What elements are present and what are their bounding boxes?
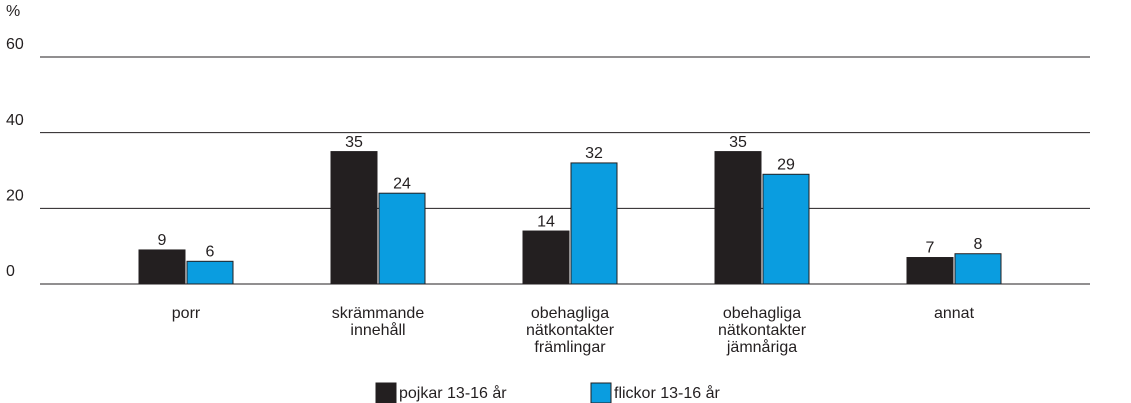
legend-swatch xyxy=(375,382,397,403)
x-tick-label: obehagliga xyxy=(531,305,609,322)
value-label: 9 xyxy=(158,232,167,249)
legend-label: flickor 13-16 år xyxy=(614,384,720,402)
bar xyxy=(186,260,234,285)
bar xyxy=(330,151,378,285)
legend-swatch xyxy=(590,382,612,403)
y-tick-label: 40 xyxy=(6,112,24,129)
bar xyxy=(954,253,1002,285)
bar xyxy=(762,173,810,285)
x-tick-label: jämnåriga xyxy=(726,338,797,356)
value-label: 8 xyxy=(974,236,983,253)
y-axis-label: % xyxy=(6,3,20,20)
bar xyxy=(522,230,570,285)
value-label: 35 xyxy=(729,134,747,151)
value-label: 24 xyxy=(393,175,411,192)
bar xyxy=(906,257,954,285)
bar xyxy=(378,192,426,285)
x-tick-label: porr xyxy=(172,305,201,322)
value-label: 32 xyxy=(585,145,603,162)
value-label: 14 xyxy=(537,213,555,230)
bar xyxy=(714,151,762,285)
value-label: 35 xyxy=(345,134,363,151)
x-tick-label: främlingar xyxy=(534,339,606,356)
x-tick-label: skrämmande xyxy=(332,305,425,322)
x-tick-label: obehagliga xyxy=(723,305,801,322)
value-label: 6 xyxy=(206,244,215,261)
value-label: 29 xyxy=(777,157,795,174)
x-tick-label: nätkontakter xyxy=(718,322,807,339)
bar xyxy=(570,162,618,285)
bar xyxy=(138,249,186,285)
x-tick-label: annat xyxy=(934,305,975,322)
x-tick-label: innehåll xyxy=(350,321,405,339)
y-tick-label: 20 xyxy=(6,188,24,205)
value-label: 7 xyxy=(926,240,935,257)
y-tick-label: 0 xyxy=(6,263,15,280)
y-tick-label: 60 xyxy=(6,36,24,53)
legend-label: pojkar 13-16 år xyxy=(399,384,507,402)
x-tick-label: nätkontakter xyxy=(526,322,615,339)
